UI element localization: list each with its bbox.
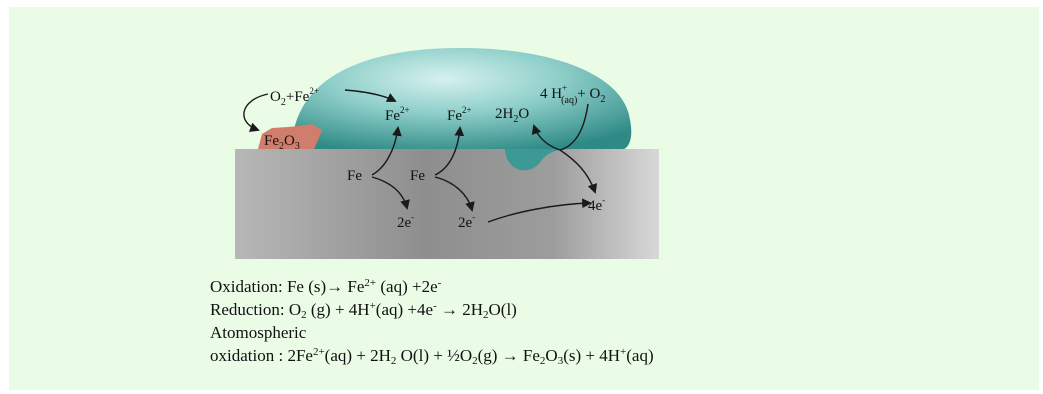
equation-oxidation: Oxidation: Fe (s)→ Fe2+ (aq) +2e- (210, 277, 442, 296)
arrow-o2-to-rust (243, 93, 269, 132)
rust-deposit (258, 124, 322, 149)
water-droplet (292, 48, 632, 150)
label-fe2plus-1: Fe2+ (385, 105, 410, 124)
arrow-to-2h2o (531, 124, 561, 151)
arrow-fe-to-fe2plus-1 (371, 126, 402, 176)
arrow-fe-to-2e-2 (434, 176, 475, 212)
label-fe2plus-2: Fe2+ (447, 105, 472, 124)
label-fe-metal-1: Fe (347, 168, 362, 184)
arrow-to-4e (559, 149, 598, 194)
equation-reduction: Reduction: O2 (g) + 4H+(aq) +4e- → 2H2O(… (210, 300, 517, 321)
label-fe2o3: Fe2O3 (264, 133, 300, 152)
arrow-fe-to-2e-1 (371, 176, 410, 210)
equations-block: Oxidation: Fe (s)→ Fe2+ (aq) +2e- Reduct… (210, 275, 654, 367)
corrosion-pit (505, 149, 570, 171)
label-2h2o: 2H2O (495, 106, 529, 125)
label-fe-metal-2: Fe (410, 168, 425, 184)
label-o2-fe2plus: O2+Fe2+ (270, 86, 319, 108)
equation-atmospheric-label: Atomospheric (210, 323, 307, 342)
arrow-2e-to-4e (487, 198, 592, 223)
arrow-fe-to-fe2plus-2 (434, 126, 465, 176)
arrow-fe2plus-to-droplet (344, 89, 397, 102)
label-4h-plus-o2: 4 H+ (aq)+ O2 (540, 83, 605, 106)
corrosion-diagram: O2+Fe2+ Fe2O3 Fe2+ Fe2+ 2H2O 4 H+ (aq)+ O… (235, 48, 659, 259)
arrow-h-plus-to-water (559, 103, 589, 151)
label-2e-2: 2e- (458, 212, 475, 231)
equation-atmospheric-oxidation: oxidation : 2Fe2+(aq) + 2H2 O(l) + ½O2(g… (210, 346, 654, 367)
label-2e-1: 2e- (397, 212, 414, 231)
